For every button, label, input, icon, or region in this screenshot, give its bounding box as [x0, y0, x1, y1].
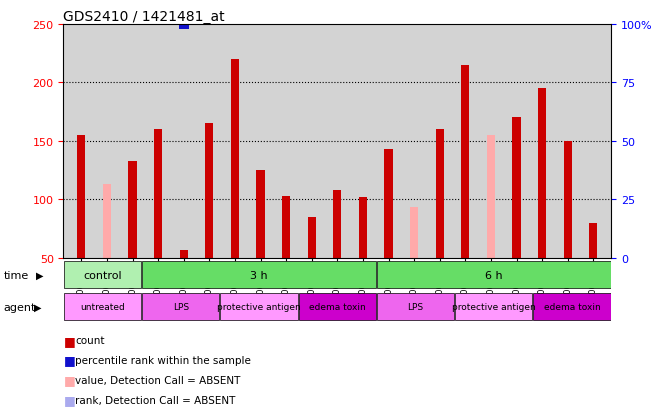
Text: percentile rank within the sample: percentile rank within the sample [75, 355, 251, 365]
Text: ■: ■ [63, 334, 75, 347]
Text: edema toxin: edema toxin [544, 302, 601, 311]
Bar [64, 261, 141, 289]
Bar [455, 293, 532, 320]
Text: agent: agent [3, 302, 35, 312]
Text: time: time [3, 270, 29, 280]
Text: ▶: ▶ [34, 302, 41, 312]
Bar [308, 217, 316, 258]
Bar [103, 185, 111, 258]
Bar [231, 60, 239, 258]
Point [178, 21, 189, 28]
Text: edema toxin: edema toxin [309, 302, 365, 311]
Text: ■: ■ [63, 393, 75, 406]
Bar [142, 261, 376, 289]
Text: 3 h: 3 h [250, 270, 268, 280]
Bar [436, 130, 444, 258]
Text: GDS2410 / 1421481_at: GDS2410 / 1421481_at [63, 10, 225, 24]
Bar [128, 161, 137, 258]
Text: untreated: untreated [80, 302, 125, 311]
Bar [410, 208, 418, 258]
Bar [589, 223, 597, 258]
Bar [385, 150, 393, 258]
Text: ▶: ▶ [36, 270, 43, 280]
Bar [487, 135, 495, 258]
Bar [512, 118, 520, 258]
Text: rank, Detection Call = ABSENT: rank, Detection Call = ABSENT [75, 395, 236, 405]
Bar [534, 293, 611, 320]
Text: 6 h: 6 h [485, 270, 502, 280]
Bar [461, 66, 470, 258]
Bar [180, 250, 188, 258]
Text: control: control [84, 270, 122, 280]
Bar [299, 293, 376, 320]
Text: protective antigen: protective antigen [217, 302, 301, 311]
Text: ■: ■ [63, 373, 75, 387]
Bar [377, 293, 454, 320]
Bar [564, 142, 572, 258]
Text: LPS: LPS [173, 302, 189, 311]
Text: value, Detection Call = ABSENT: value, Detection Call = ABSENT [75, 375, 241, 385]
Bar [220, 293, 298, 320]
Bar [205, 124, 214, 258]
Text: protective antigen: protective antigen [452, 302, 536, 311]
Bar [377, 261, 611, 289]
Text: ■: ■ [63, 354, 75, 367]
Bar [359, 197, 367, 258]
Bar [257, 171, 265, 258]
Bar [64, 293, 141, 320]
Bar [333, 190, 341, 258]
Text: LPS: LPS [407, 302, 424, 311]
Bar [77, 135, 86, 258]
Text: count: count [75, 335, 105, 345]
Bar [282, 196, 290, 258]
Bar [538, 89, 546, 258]
Bar [142, 293, 220, 320]
Bar [154, 130, 162, 258]
